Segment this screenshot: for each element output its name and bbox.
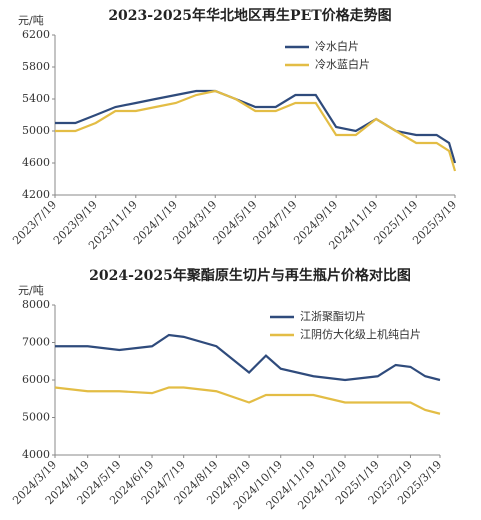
y-tick-label: 4600 [22,156,50,169]
legend-label: 江阴仿大化级上机纯白片 [300,327,421,341]
y-tick-label: 8000 [22,298,50,311]
y-tick-label: 5000 [22,411,50,424]
y-tick-label: 5400 [22,92,50,105]
y-tick-label: 6200 [22,28,50,41]
y-tick-label: 6000 [22,373,50,386]
series-line [55,89,457,164]
legend-label: 冷水蓝白片 [315,57,370,71]
y-tick-label: 7000 [22,336,50,349]
legend-label: 冷水白片 [315,39,359,53]
chart: 2023-2025年华北地区再生PET价格走势图 元/吨 4200 4600 5000 5… [10,7,459,252]
series-line [55,89,457,172]
y-tick-label: 4200 [22,188,50,201]
y-tick-label: 4000 [22,448,50,461]
y-unit: 元/吨 [18,14,44,27]
series-line [54,386,441,415]
series-line [55,333,441,382]
y-tick-label: 5800 [22,60,50,73]
chart-title: 2023-2025年华北地区再生PET价格走势图 [108,7,391,24]
chart-title: 2024-2025年聚酯原生切片与再生瓶片价格对比图 [89,267,411,284]
y-tick-label: 5000 [22,124,50,137]
y-unit: 元/吨 [18,284,44,297]
legend-label: 江浙聚酯切片 [300,310,366,323]
